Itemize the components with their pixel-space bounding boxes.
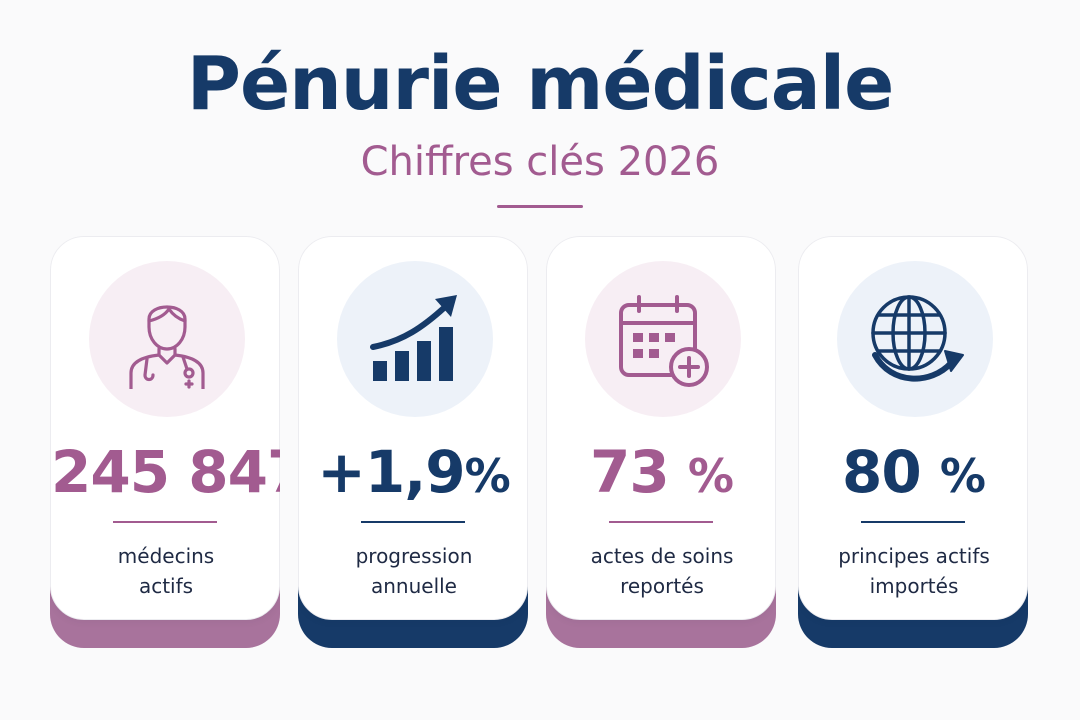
stat-label: actes de soins reportés [590, 544, 734, 598]
icon-circle [585, 261, 741, 417]
stat-value: 73 % [589, 438, 734, 506]
stat-value: 245 847 [51, 438, 280, 506]
page-title: Pénurie médicale [186, 41, 895, 127]
value-divider [361, 521, 465, 523]
stat-label: principes actifs importés [838, 544, 990, 598]
page-subtitle: Chiffres clés 2026 [360, 139, 720, 185]
card-face: 80 % principes actifs importés [798, 236, 1028, 620]
value-divider [113, 521, 217, 523]
growth-chart-icon [370, 295, 457, 381]
value-divider [609, 521, 713, 523]
stat-label: progression annuelle [355, 544, 473, 598]
value-divider [861, 521, 965, 523]
icon-circle [337, 261, 493, 417]
calendar-add-icon [619, 295, 709, 387]
card-face: +1,9% progression annuelle [298, 236, 528, 620]
stat-card-imports: 80 % principes actifs importés [798, 236, 1028, 648]
card-face: 245 847 médecins actifs [50, 236, 280, 620]
title-divider [497, 205, 583, 208]
icon-circle [837, 261, 993, 417]
stat-value: +1,9% [317, 438, 511, 506]
doctor-icon [129, 305, 205, 389]
stat-card-doctors: 245 847 médecins actifs [50, 236, 280, 648]
globe-arrow-icon [871, 295, 964, 382]
stat-value: 80 % [841, 438, 986, 506]
stat-card-care: 73 % actes de soins reportés [546, 236, 776, 648]
stat-card-growth: +1,9% progression annuelle [298, 236, 528, 648]
icon-circle [89, 261, 245, 417]
card-face: 73 % actes de soins reportés [546, 236, 776, 620]
stat-label: médecins actifs [117, 544, 215, 598]
